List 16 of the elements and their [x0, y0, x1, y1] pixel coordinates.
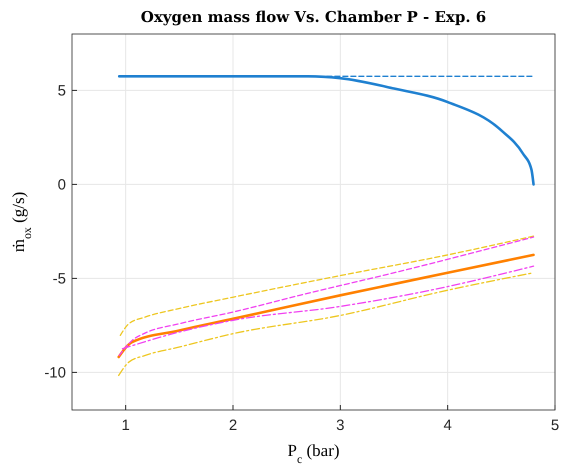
x-tick-label: 3 [336, 417, 345, 434]
chart-title: Oxygen mass flow Vs. Chamber P - Exp. 6 [140, 8, 486, 26]
y-tick-label: 5 [58, 82, 66, 100]
y-tick-label: -5 [52, 270, 66, 288]
x-tick-label: 5 [550, 417, 560, 434]
x-tick-label: 2 [228, 417, 238, 434]
x-tick-label: 4 [443, 417, 452, 434]
line-series [118, 272, 534, 376]
line-series [120, 235, 534, 336]
y-tick-label: -10 [44, 364, 66, 382]
line-series [118, 75, 535, 186]
line-series [117, 254, 535, 358]
x-tick-label: 1 [121, 417, 130, 434]
line-series [118, 236, 534, 356]
x-axis-title: P$_{c}$ (bar) [287, 441, 340, 466]
y-tick-label: 0 [58, 176, 66, 194]
